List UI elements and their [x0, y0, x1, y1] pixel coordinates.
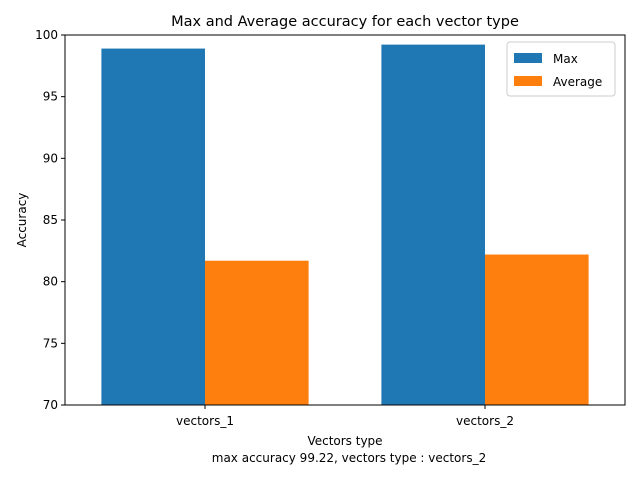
chart-caption: max accuracy 99.22, vectors type : vecto… — [212, 451, 486, 465]
legend-swatch-max — [514, 53, 542, 63]
y-tick-label: 80 — [43, 275, 58, 289]
y-tick-label: 100 — [35, 28, 58, 42]
x-axis-label: Vectors type — [307, 434, 382, 448]
y-tick-label: 95 — [43, 90, 58, 104]
legend-label-average: Average — [553, 75, 602, 89]
bars-layer — [101, 44, 589, 406]
axes-layer: 70 75 80 85 90 95 100 vectors_1 vectors_2 — [35, 28, 626, 428]
y-tick-label: 70 — [43, 398, 58, 412]
x-tick-label: vectors_2 — [456, 414, 514, 428]
y-tick-label: 85 — [43, 213, 58, 227]
legend-swatch-average — [514, 76, 542, 86]
legend-label-max: Max — [553, 52, 578, 66]
legend: Max Average — [506, 41, 616, 97]
y-axis-label: Accuracy — [15, 193, 29, 248]
y-tick-label: 75 — [43, 336, 58, 350]
bar-max-vectors_1 — [101, 48, 205, 406]
bar-average-vectors_1 — [205, 260, 309, 405]
x-tick-label: vectors_1 — [176, 414, 234, 428]
bar-max-vectors_2 — [381, 44, 485, 406]
bar-average-vectors_2 — [485, 254, 589, 405]
y-tick-label: 90 — [43, 151, 58, 165]
chart-title: Max and Average accuracy for each vector… — [171, 14, 519, 30]
